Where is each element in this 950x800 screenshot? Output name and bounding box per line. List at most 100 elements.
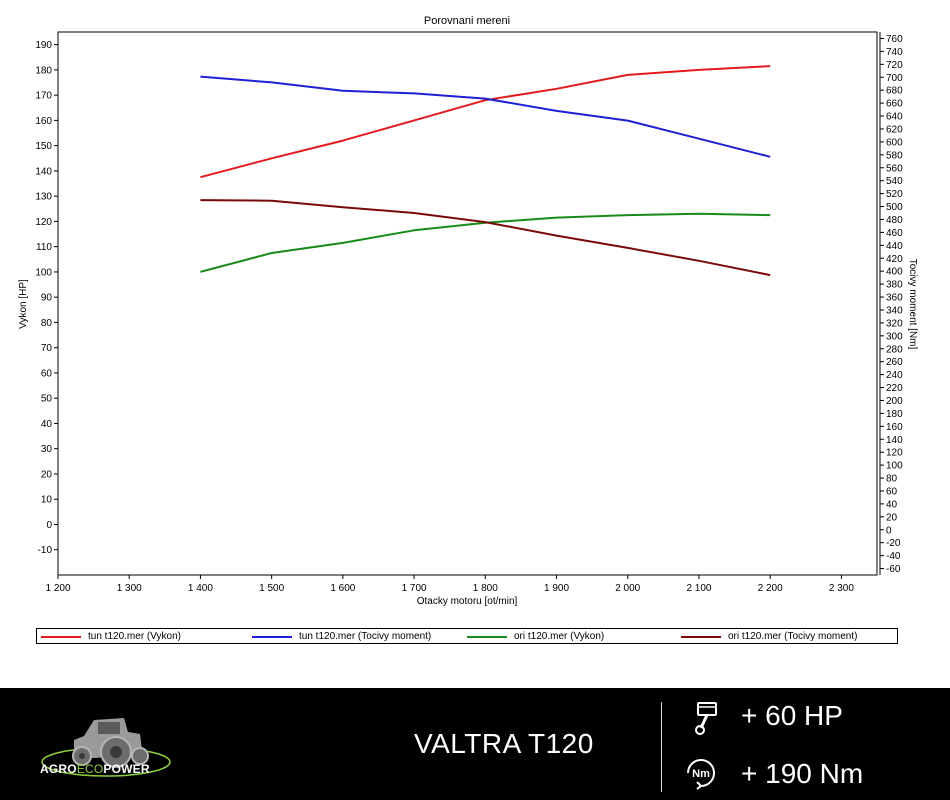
- x-tick-label: 2 200: [758, 583, 783, 594]
- y-left-tick-label: 180: [35, 65, 52, 76]
- y-right-tick-label: 160: [886, 422, 903, 433]
- y-right-tick-label: 440: [886, 241, 903, 252]
- y-right-tick-label: 500: [886, 202, 903, 213]
- series-line-1: [200, 75, 771, 158]
- y-right-tick-label: 180: [886, 409, 903, 420]
- y-right-tick-label: 40: [886, 499, 898, 510]
- y-right-tick-label: 680: [886, 86, 903, 97]
- x-axis: 1 200 1 300 1 400 1 500 1 600 1 700 1 800 1 900…: [45, 575, 854, 594]
- y-left-tick-label: 140: [35, 166, 52, 177]
- torque-gain: + 190 Nm: [741, 758, 864, 789]
- legend-label: ori t120.mer (Vykon): [514, 631, 605, 642]
- legend-swatch: [252, 636, 292, 638]
- y-left-tick-label: 100: [35, 267, 52, 278]
- y-left-tick-label: 160: [35, 116, 52, 127]
- series-line-3: [200, 199, 771, 277]
- y-right-tick-label: 620: [886, 124, 903, 135]
- series-line-0: [200, 65, 771, 179]
- y-left-tick-label: 70: [41, 343, 53, 354]
- x-tick-label: 1 400: [188, 583, 213, 594]
- y-right-tick-label: 600: [886, 137, 903, 148]
- y-axis-left-label: Vykon [HP]: [18, 279, 29, 329]
- series-layer: [200, 65, 771, 277]
- y-right-tick-label: 480: [886, 215, 903, 226]
- y-right-tick-label: 520: [886, 189, 903, 200]
- brand-part-agro: AGRO: [40, 762, 77, 776]
- y-right-tick-label: 220: [886, 383, 903, 394]
- legend-label: tun t120.mer (Tocivy moment): [299, 631, 432, 642]
- piston-icon: [695, 702, 717, 735]
- y-left-tick-label: 130: [35, 192, 52, 203]
- x-tick-label: 1 700: [402, 583, 427, 594]
- legend-swatch: [467, 636, 507, 638]
- y-left-tick-label: 30: [41, 444, 53, 455]
- x-tick-label: 1 900: [544, 583, 569, 594]
- y-right-tick-label: 740: [886, 47, 903, 58]
- y-left-tick-label: 40: [41, 419, 53, 430]
- y-right-tick-label: 320: [886, 318, 903, 329]
- y-right-tick-label: 20: [886, 512, 898, 523]
- y-right-tick-label: 260: [886, 357, 903, 368]
- torque-icon: Nm: [687, 759, 715, 790]
- y-right-tick-label: 300: [886, 331, 903, 342]
- legend-label: ori t120.mer (Tocivy moment): [728, 631, 858, 642]
- chart: Porovnani mereni 1 200 1 300 1 400 1 500 1 6…: [18, 15, 918, 607]
- y-right-tick-label: 340: [886, 305, 903, 316]
- y-right-tick-label: 100: [886, 461, 903, 472]
- y-right-tick-label: 400: [886, 267, 903, 278]
- legend-label: tun t120.mer (Vykon): [88, 631, 182, 642]
- y-right-tick-label: 360: [886, 293, 903, 304]
- y-right-tick-label: 120: [886, 448, 903, 459]
- y-right-tick-label: 280: [886, 344, 903, 355]
- y-right-tick-label: 560: [886, 163, 903, 174]
- y-right-tick-label: 80: [886, 474, 898, 485]
- plot-area: [57, 31, 878, 576]
- y-right-tick-label: 760: [886, 34, 903, 45]
- x-tick-label: 1 600: [330, 583, 355, 594]
- x-tick-label: 2 300: [829, 583, 854, 594]
- x-tick-label: 1 500: [259, 583, 284, 594]
- tractor-logo-icon: [41, 718, 171, 777]
- y-axis-left: 1901801701601501401301201101009080706050…: [35, 40, 58, 556]
- chart-title: Porovnani mereni: [424, 15, 510, 27]
- chart-legend: tun t120.mer (Vykon) tun t120.mer (Tociv…: [36, 628, 898, 644]
- y-right-tick-label: 200: [886, 396, 903, 407]
- y-right-tick-label: 660: [886, 99, 903, 110]
- y-right-tick-label: 60: [886, 486, 898, 497]
- y-right-tick-label: 240: [886, 370, 903, 381]
- y-right-tick-label: 540: [886, 176, 903, 187]
- y-left-tick-label: 0: [46, 520, 52, 531]
- y-right-tick-label: 460: [886, 228, 903, 239]
- y-right-tick-label: 580: [886, 150, 903, 161]
- footer-divider: [661, 702, 662, 792]
- x-axis-label: Otacky motoru [ot/min]: [417, 596, 518, 607]
- legend-swatch: [681, 636, 721, 638]
- footer-banner: AGROECOPOWER VALTRA T120 + 60 HP Nm + 19…: [0, 688, 950, 800]
- y-right-tick-label: 380: [886, 280, 903, 291]
- brand-part-eco: ECO: [76, 762, 104, 776]
- y-right-tick-label: -60: [886, 564, 901, 575]
- y-right-tick-label: -20: [886, 538, 901, 549]
- brand-part-power: POWER: [103, 762, 150, 776]
- x-tick-label: 1 800: [473, 583, 498, 594]
- y-right-tick-label: 140: [886, 435, 903, 446]
- x-tick-label: 1 300: [117, 583, 142, 594]
- y-left-tick-label: 90: [41, 293, 53, 304]
- y-left-tick-label: 60: [41, 368, 53, 379]
- y-left-tick-label: 80: [41, 318, 53, 329]
- y-left-tick-label: 120: [35, 217, 52, 228]
- y-right-tick-label: 700: [886, 73, 903, 84]
- y-right-tick-label: -40: [886, 551, 901, 562]
- y-right-tick-label: 640: [886, 112, 903, 123]
- y-right-tick-label: 720: [886, 60, 903, 71]
- y-left-tick-label: 50: [41, 394, 53, 405]
- torque-icon-text: Nm: [692, 768, 710, 780]
- y-left-tick-label: 20: [41, 469, 53, 480]
- y-left-tick-label: 10: [41, 495, 53, 506]
- x-tick-label: 2 100: [686, 583, 711, 594]
- y-left-tick-label: 170: [35, 91, 52, 102]
- x-tick-label: 2 000: [615, 583, 640, 594]
- model-name: VALTRA T120: [414, 728, 594, 759]
- power-gain: + 60 HP: [741, 700, 843, 731]
